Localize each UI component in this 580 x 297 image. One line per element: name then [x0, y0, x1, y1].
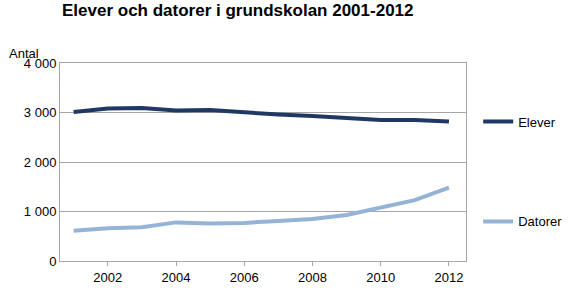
- svg-text:Antal: Antal: [9, 46, 39, 61]
- svg-text:2010: 2010: [366, 270, 395, 285]
- svg-text:Elever: Elever: [518, 115, 556, 130]
- svg-text:3 000: 3 000: [24, 105, 57, 120]
- svg-text:2 000: 2 000: [24, 155, 57, 170]
- svg-text:2006: 2006: [230, 270, 259, 285]
- svg-text:2012: 2012: [434, 270, 463, 285]
- svg-text:2002: 2002: [93, 270, 122, 285]
- svg-text:Elever och datorer i grundskol: Elever och datorer i grundskolan 2001-20…: [62, 1, 413, 20]
- svg-text:2004: 2004: [162, 270, 191, 285]
- svg-text:4 000: 4 000: [24, 56, 57, 71]
- svg-text:Datorer: Datorer: [518, 214, 562, 229]
- svg-text:2008: 2008: [298, 270, 327, 285]
- svg-text:1 000: 1 000: [24, 204, 57, 219]
- svg-text:0: 0: [49, 254, 56, 269]
